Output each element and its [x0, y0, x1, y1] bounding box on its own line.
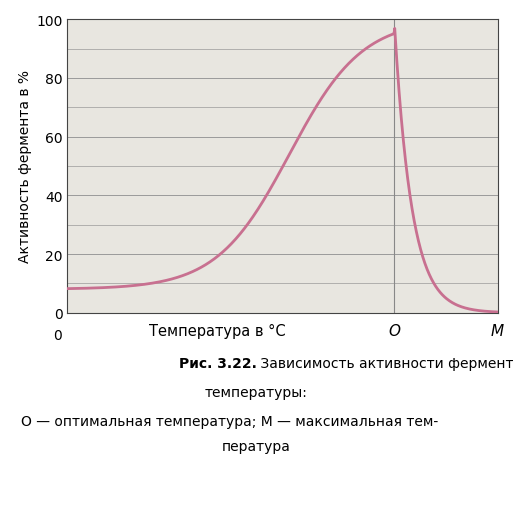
- Text: Зависимость активности фермента от: Зависимость активности фермента от: [256, 356, 513, 370]
- Text: Рис. 3.22.: Рис. 3.22.: [179, 356, 256, 370]
- Text: температуры:: температуры:: [205, 385, 308, 399]
- Text: 0: 0: [53, 328, 62, 342]
- Text: O: O: [388, 323, 400, 338]
- Text: О — оптимальная температура; М — максимальная тем-: О — оптимальная температура; М — максима…: [21, 414, 438, 428]
- Text: Температура в °C: Температура в °C: [149, 323, 286, 338]
- Text: пература: пература: [222, 439, 291, 453]
- Text: M: M: [491, 323, 504, 338]
- Y-axis label: Активность фермента в %: Активность фермента в %: [18, 70, 32, 263]
